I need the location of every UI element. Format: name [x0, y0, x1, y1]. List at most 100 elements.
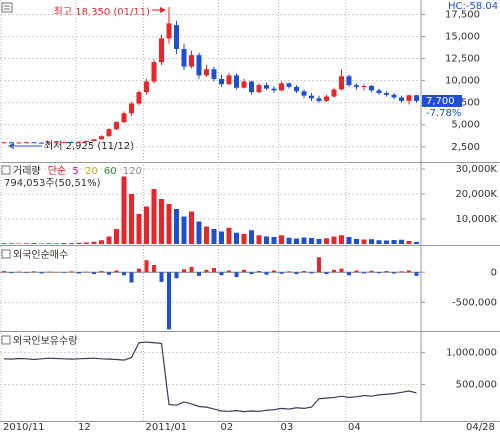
volume-bar: [309, 238, 314, 244]
net-buy-bar: [122, 272, 126, 276]
panel-icon[interactable]: [1, 335, 11, 345]
net-buy-bar: [249, 272, 254, 275]
x-tick-label: 12: [78, 422, 91, 432]
candle-body: [286, 83, 292, 87]
net-buy-bar: [152, 265, 156, 273]
net-buy-bar: [159, 272, 164, 282]
y-tick-label: 0: [491, 267, 497, 278]
y-tick-label: 20,000K: [455, 189, 497, 200]
volume-bar: [174, 209, 179, 244]
net-buy-bar: [309, 272, 314, 274]
volume-bar: [46, 243, 52, 244]
volume-bar: [339, 235, 344, 244]
y-tick-label: 7,500: [451, 98, 480, 109]
volume-bar: [99, 240, 104, 244]
panel-icon[interactable]: [1, 249, 11, 259]
panel-title: 외국인보유수량: [13, 335, 77, 347]
candle-body: [144, 81, 149, 93]
net-buy-bar: [9, 272, 14, 274]
net-buy-bar: [324, 272, 329, 275]
high-annotation: 최고 18,350 (01/11): [54, 6, 150, 18]
net-buy-bar: [407, 270, 411, 273]
candle-body: [1, 142, 7, 144]
volume-bar: [234, 232, 239, 244]
candle-body: [181, 48, 187, 67]
volume-bar: [316, 239, 322, 244]
legend-item: 단순: [48, 165, 66, 177]
candle-body: [406, 95, 412, 101]
volume-bar: [286, 237, 292, 244]
candle-body: [264, 85, 269, 89]
candle-body: [76, 141, 82, 143]
candle-body: [331, 89, 337, 97]
volume-bar: [204, 226, 209, 244]
candle-body: [61, 141, 67, 143]
net-buy-bar: [339, 268, 344, 273]
net-buy-bar: [182, 269, 186, 273]
volume-bar: [189, 211, 194, 244]
net-buy-bar: [279, 272, 284, 274]
net-buy-bar: [257, 271, 261, 273]
change-label: -7.78%: [426, 108, 461, 119]
volume-bar: [9, 243, 14, 244]
candle-body: [354, 85, 359, 87]
candle-body: [121, 113, 127, 123]
y-tick-label: 500,000: [456, 380, 497, 391]
net-buy-bar: [377, 272, 381, 274]
candle-body: [219, 78, 224, 85]
volume-bar: [54, 243, 59, 244]
volume-subtitle: 794,053주(50,51%): [4, 178, 101, 189]
net-buy-bar: [2, 271, 6, 273]
volume-bar: [181, 216, 187, 244]
hc-label: HC:-58.04: [448, 1, 498, 12]
candle-body: [106, 129, 112, 137]
volume-bar: [256, 235, 262, 244]
volume-bar: [166, 204, 172, 244]
net-buy-bar: [107, 272, 111, 275]
net-buy-bar: [99, 271, 104, 273]
net-buy-bar: [392, 272, 396, 274]
candle-body: [114, 122, 119, 130]
y-tick-label: 10,000: [445, 76, 480, 87]
legend-item: 60: [104, 166, 117, 177]
legend-item: 20: [85, 166, 98, 177]
candle-body: [234, 75, 239, 88]
net-buy-bar: [114, 270, 119, 273]
current-price-label: 7,700: [426, 96, 455, 107]
candle-body: [189, 55, 194, 67]
candle-body: [99, 136, 104, 140]
net-buy-bar: [174, 272, 179, 279]
net-buy-bar: [39, 272, 44, 274]
panel-icon[interactable]: [1, 165, 11, 175]
net-buy-bar: [399, 271, 404, 273]
volume-bar: [271, 237, 277, 244]
candle-body: [46, 142, 52, 144]
candle-body: [346, 76, 352, 86]
volume-bar: [16, 243, 22, 244]
candle-body: [16, 142, 22, 144]
low-annotation: 최저 2,925 (11/12): [44, 140, 134, 152]
volume-bar: [249, 230, 254, 244]
volume-bar: [61, 243, 67, 244]
candle-body: [174, 25, 179, 49]
candle-body: [309, 95, 314, 99]
volume-bar: [136, 214, 142, 244]
volume-bar: [294, 238, 299, 244]
candle-body: [9, 142, 14, 144]
candle-body: [151, 62, 157, 82]
panel-title: 외국인순매수: [13, 249, 68, 261]
net-buy-bar: [384, 271, 389, 273]
net-buy-bar: [32, 271, 36, 273]
net-buy-bar: [294, 272, 299, 275]
net-buy-bar: [69, 271, 74, 273]
volume-bar: [159, 199, 164, 244]
net-buy-bar: [264, 272, 269, 275]
menu-icon[interactable]: [1, 2, 13, 13]
volume-bar: [121, 176, 127, 244]
holdings-line: [3, 341, 417, 413]
volume-bar: [279, 235, 284, 244]
volume-bar: [91, 241, 97, 244]
net-buy-bar: [137, 268, 141, 273]
candle-body: [279, 83, 284, 91]
